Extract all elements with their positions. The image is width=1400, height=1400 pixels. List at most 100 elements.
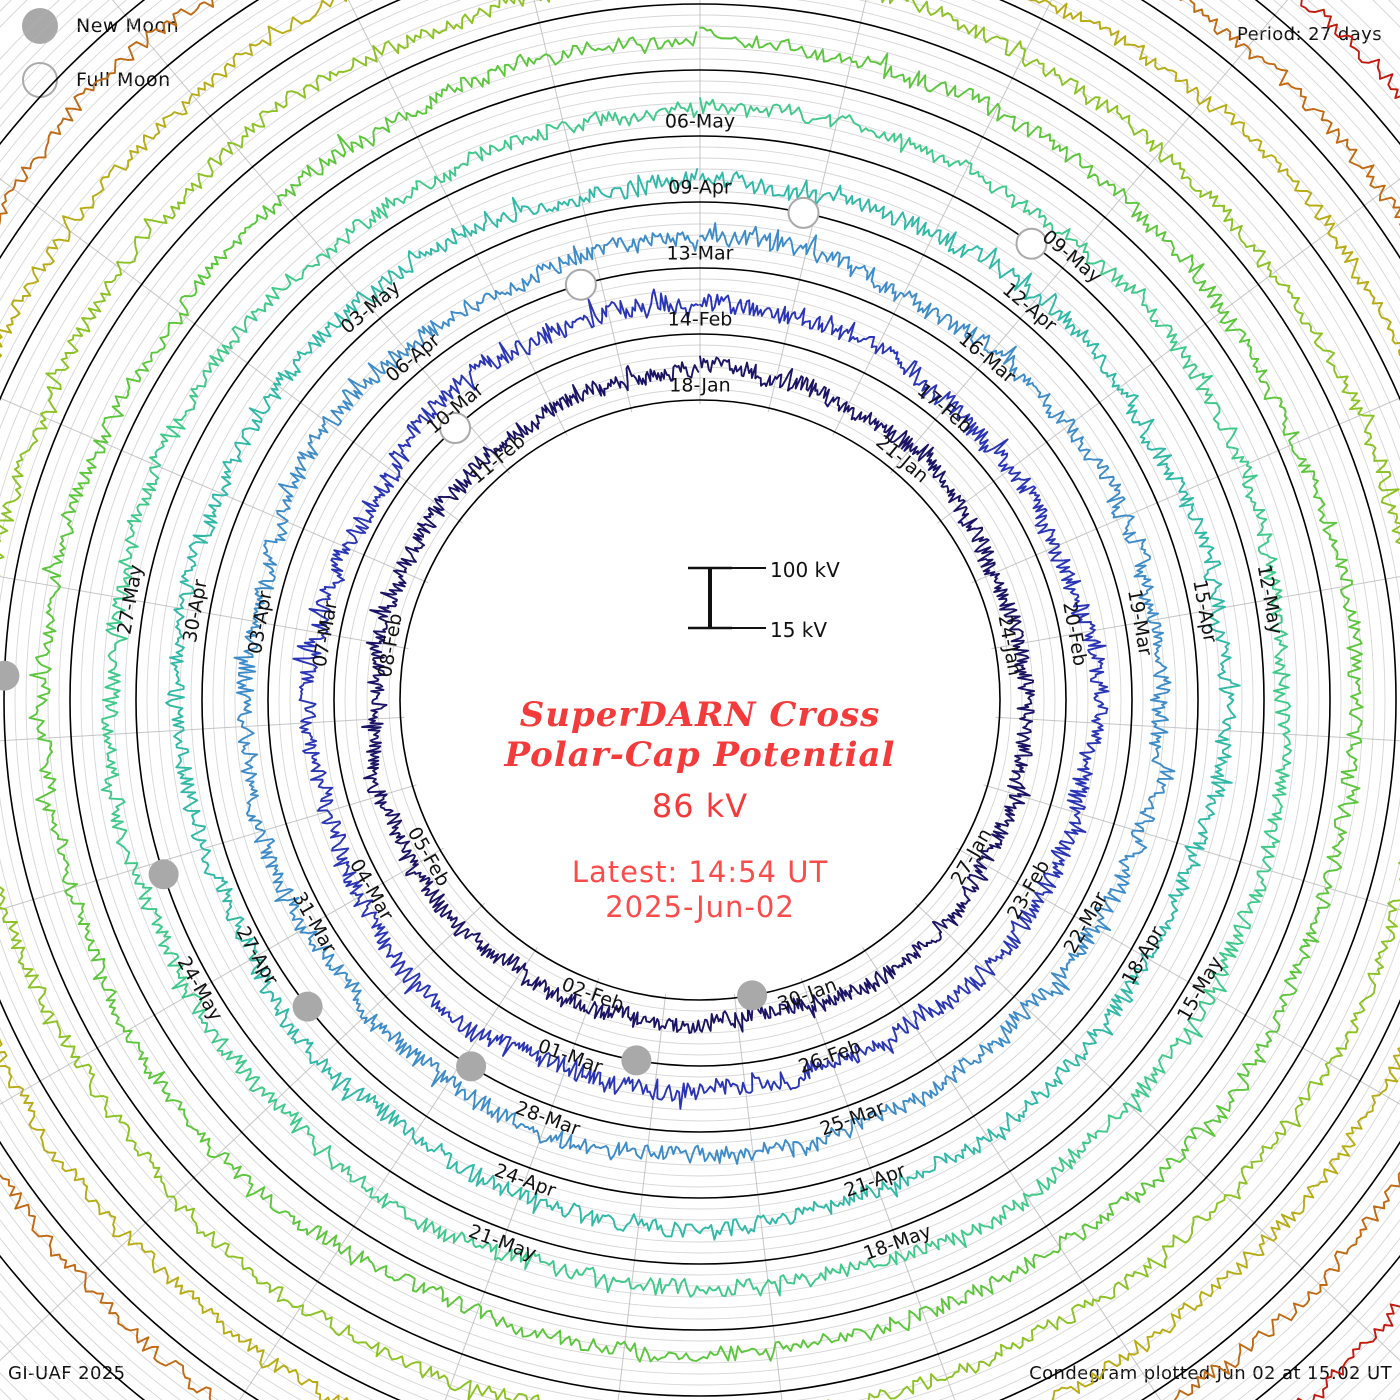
legend-item-full-moon: Full Moon [22,62,171,98]
grid-circle [366,366,1034,1034]
grid-spoke [733,993,783,1400]
grid-spoke [533,0,633,413]
grid-spoke [0,178,463,524]
grid-circle [157,157,1243,1243]
scale-bottom-label: 15 kV [770,618,828,642]
grid-circle [322,322,1078,1078]
full-moon-label: Full Moon [76,69,171,91]
grid-circle [223,223,1177,1177]
full-moon-marker [564,268,597,301]
trace-rotation-4 [165,168,1241,1241]
trace-rotation-1 [361,355,1036,1034]
period-label: Period: 27 days [1236,24,1382,45]
latest-observation-block: Latest: 14:54 UT 2025-Jun-02 [350,855,1050,925]
ring-baseline [399,399,1001,1001]
scale-bar-glyph [688,566,766,630]
grid-spoke [0,902,486,1362]
grid-circle [388,388,1012,1012]
ring-date-label: 27-May [113,563,147,636]
plotted-timestamp-label: Condegram plotted Jun 02 at 15:02 UT [1029,1363,1392,1384]
grid-spoke [991,576,1400,650]
new-moon-marker [0,660,20,691]
grid-spoke [971,397,1400,584]
ring-date-label: 28-Mar [512,1097,583,1141]
grid-spoke [937,178,1400,524]
grid-spoke [0,576,409,650]
ring-date-label: 24-May [173,953,227,1025]
ring-date-label: 12-May [1253,563,1287,636]
grid-circle [256,256,1144,1144]
grid-circle [80,80,1320,1320]
grid-spoke [0,847,444,1105]
ring-date-label: 06-May [665,111,735,133]
grid-circle [58,58,1342,1342]
grid-spoke [617,993,667,1400]
ring-date-label: 14-Feb [668,309,733,331]
moon-phase-markers [0,196,1048,1082]
grid-spoke [832,0,1053,436]
grid-spoke [983,784,1400,911]
full-moon-marker [1015,227,1048,260]
ring-date-label: 13-Mar [667,243,734,265]
ring-date-label: 18-Jan [669,375,730,397]
grid-spoke [444,977,600,1400]
ring-baseline [267,267,1133,1133]
grid-circle [14,14,1386,1386]
title-line-1: SuperDARN Cross [519,695,881,735]
grid-circle [146,146,1254,1254]
new-moon-marker [737,980,768,1011]
ring-baseline [135,135,1265,1265]
grid-spoke [956,847,1400,1105]
grid-spoke [0,716,405,742]
new-moon-icon [22,8,58,44]
current-value-label: 86 kV [651,787,749,826]
grid-circle [47,47,1353,1353]
grid-spoke [800,977,956,1400]
ring-baseline [201,201,1199,1199]
grid-circle [234,234,1166,1166]
grid-circle [179,179,1221,1221]
grid-circle [113,113,1287,1287]
grid-circle [278,278,1122,1122]
full-moon-marker [439,412,472,444]
grid-circle [377,377,1023,1023]
grid-circle [190,190,1210,1210]
ring-date-label: 18-May [861,1220,935,1265]
ring-baseline [333,333,1067,1067]
new-moon-marker [621,1045,652,1076]
ring-date-label: 09-Apr [668,177,732,199]
scale-top-label: 100 kV [770,558,840,582]
full-moon-marker [787,196,820,229]
title-line-2: Polar-Cap Potential [504,735,896,776]
latest-time-label: Latest: 14:54 UT [571,855,829,889]
grid-circle [91,91,1309,1309]
trace-rotation-6 [28,26,1364,1363]
grid-circle [25,25,1375,1375]
ring-date-label: 18-Apr [1118,923,1169,989]
trace-rotation-5 [100,97,1293,1298]
grid-circle [344,344,1056,1056]
new-moon-marker [148,859,179,890]
grid-spoke [914,902,1400,1362]
latest-date-label: 2025-Jun-02 [605,889,795,924]
ring-baseline [3,3,1397,1397]
grid-spoke [862,947,1161,1400]
grid-circle [168,168,1232,1232]
grid-spoke [995,716,1400,742]
grid-circle [36,36,1364,1364]
ring-date-label: 25-Mar [817,1097,888,1141]
grid-spoke [889,0,1289,474]
grid-spoke [0,397,429,584]
trace-rotation-3 [233,222,1176,1165]
grid-circle [289,289,1111,1111]
new-moon-marker [292,991,323,1022]
grid-spoke [767,0,867,413]
kv-scale-bar: 100 kV 15 kV [660,558,920,660]
trace-rotation-2 [292,288,1110,1110]
